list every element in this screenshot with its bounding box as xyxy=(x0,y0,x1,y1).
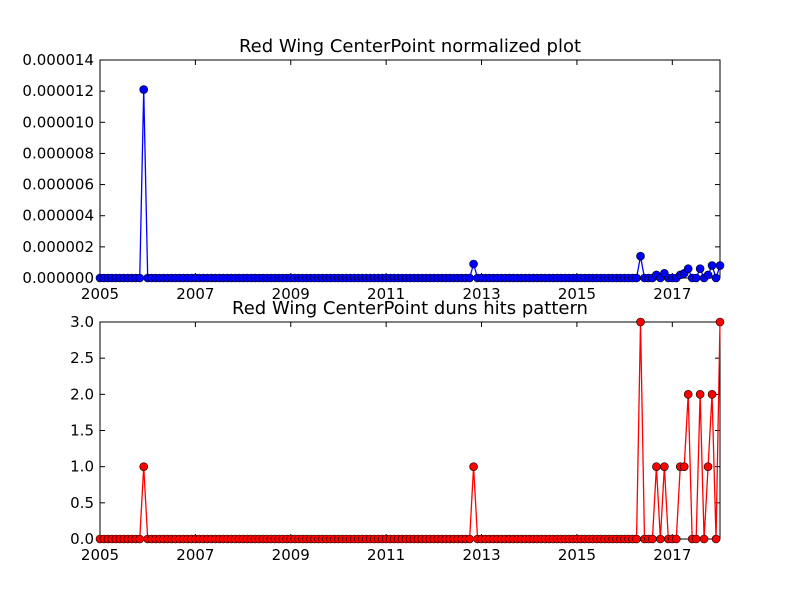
duns-hits-frame xyxy=(99,321,721,540)
duns-hits-ytick-label: 1.0 xyxy=(70,458,94,476)
normalized-ytick-label: 0.000002 xyxy=(22,238,94,256)
duns-hits-marks xyxy=(95,317,725,544)
duns-hits-data-point xyxy=(683,390,693,399)
normalized-data-point xyxy=(135,273,145,283)
duns-hits-data-point xyxy=(648,534,657,544)
duns-hits-ytick-label: 1.5 xyxy=(70,422,94,440)
duns-hits-data-point xyxy=(695,390,705,399)
normalized-plot-title: Red Wing CenterPoint normalized plot xyxy=(239,36,581,57)
duns-hits-xtick-label: 2017 xyxy=(653,546,691,564)
duns-hits-title: Red Wing CenterPoint duns hits pattern xyxy=(232,298,588,319)
normalized-data-point xyxy=(636,251,645,261)
duns-hits-data-point xyxy=(660,462,669,471)
normalized-xtick-label: 2009 xyxy=(272,285,310,303)
normalized-ytick-label: 0.000010 xyxy=(22,113,94,131)
duns-hits-xtick-label: 2005 xyxy=(81,546,119,564)
duns-hits-data-point xyxy=(656,534,665,544)
duns-hits-data-point xyxy=(711,534,721,544)
normalized-ytick-label: 0.000008 xyxy=(22,144,94,162)
duns-hits-ytick-label: 0.5 xyxy=(70,494,94,512)
duns-hits-data-point xyxy=(699,534,709,544)
normalized-data-point xyxy=(632,273,641,283)
normalized-data-point xyxy=(707,261,717,270)
duns-hits-data-point xyxy=(703,462,713,471)
normalized-xtick-label: 2005 xyxy=(81,285,119,303)
normalized-xtick-label: 2015 xyxy=(558,285,596,303)
normalized-plot-frame xyxy=(99,59,721,279)
normalized-xtick-label: 2017 xyxy=(653,285,691,303)
normalized-plot-ticks: 2005 2007 2009 2011 2013 2015 2017 0.000000 0.00… xyxy=(22,51,720,303)
normalized-xtick-label: 2011 xyxy=(367,285,405,303)
duns-hits-ytick-label: 0.0 xyxy=(70,530,94,548)
duns-hits-data-point xyxy=(632,534,641,544)
normalized-ytick-label: 0.000012 xyxy=(22,82,94,100)
duns-hits-data-point xyxy=(469,462,478,471)
duns-hits-xtick-label: 2015 xyxy=(558,546,596,564)
duns-hits-data-point xyxy=(652,462,661,471)
duns-hits-xtick-label: 2009 xyxy=(272,546,310,564)
normalized-ytick-label: 0.000006 xyxy=(22,176,94,194)
duns-hits-data-point xyxy=(636,317,645,327)
duns-hits-data-point xyxy=(465,534,474,544)
normalized-data-point xyxy=(465,273,474,283)
normalized-ytick-label: 0.000014 xyxy=(22,51,94,69)
duns-hits-data-point xyxy=(679,462,689,471)
normalized-data-point xyxy=(695,264,705,273)
normalized-data-point xyxy=(711,273,721,283)
duns-hits-ytick-label: 2.5 xyxy=(70,349,94,367)
duns-hits-axes: Red Wing CenterPoint duns hits pattern 2… xyxy=(70,298,725,564)
duns-hits-xtick-label: 2007 xyxy=(176,546,214,564)
normalized-data-point xyxy=(469,259,478,269)
duns-hits-ticks: 2005 2007 2009 2011 2013 2015 2017 0.0 0.5 1.0 1.5… xyxy=(70,313,720,564)
normalized-xtick-label: 2007 xyxy=(176,285,214,303)
duns-hits-data-point xyxy=(691,534,701,544)
normalized-data-point xyxy=(703,270,713,280)
duns-hits-data-point xyxy=(671,534,681,544)
duns-hits-xtick-label: 2013 xyxy=(462,546,500,564)
duns-hits-ytick-label: 3.0 xyxy=(70,313,94,331)
normalized-data-point xyxy=(139,85,149,94)
normalized-ytick-label: 0.000000 xyxy=(22,269,94,287)
duns-hits-data-point xyxy=(715,317,725,327)
duns-hits-data-point xyxy=(707,390,717,399)
duns-hits-ytick-label: 2.0 xyxy=(70,385,94,403)
duns-hits-data-point xyxy=(139,462,149,471)
normalized-plot-marks xyxy=(95,85,725,283)
normalized-data-point xyxy=(683,264,693,273)
normalized-data-point xyxy=(691,273,701,283)
normalized-xtick-label: 2013 xyxy=(462,285,500,303)
duns-hits-data-point xyxy=(135,534,145,544)
duns-hits-xtick-label: 2011 xyxy=(367,546,405,564)
normalized-data-point xyxy=(715,261,725,270)
normalized-ytick-label: 0.000004 xyxy=(22,207,94,225)
normalized-plot-axes: Red Wing CenterPoint normalized plot 200… xyxy=(22,36,725,303)
